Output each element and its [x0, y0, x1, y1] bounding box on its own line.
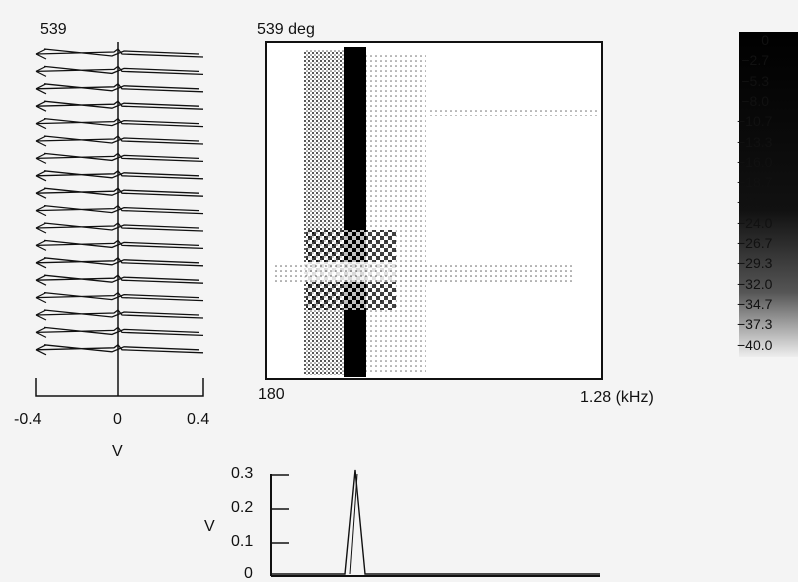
spectrum-peak-edge	[349, 473, 358, 575]
waveform-trace	[35, 239, 204, 250]
color-scale-label: 0	[761, 32, 769, 48]
waveform-trace	[35, 100, 204, 110]
left-x-tick-pos: 0.4	[187, 411, 210, 428]
waveform-trace	[35, 82, 204, 93]
waveform-trace-tip	[35, 326, 47, 338]
color-scale-label: −8.0	[741, 92, 769, 109]
waveform-trace-tip	[35, 83, 47, 95]
waveform-trace-tip	[35, 100, 47, 112]
waveform-trace	[35, 309, 204, 319]
heatmap-band-left	[304, 50, 344, 375]
waveform-trace	[35, 274, 204, 284]
waveform-trace	[35, 204, 204, 215]
waveform-trace-tip	[35, 274, 47, 286]
spectrum-y-tick-label-03: 0.3	[231, 465, 254, 482]
heatmap-interference	[306, 230, 396, 310]
spectrum-y-tick-label-0: 0	[244, 565, 253, 582]
waveform-trace	[35, 152, 204, 163]
waveform-trace	[35, 117, 204, 128]
waveform-trace	[35, 326, 204, 337]
heatmap-band-right	[366, 55, 426, 375]
waveform-trace-tip	[35, 170, 47, 182]
waveform-trace	[35, 256, 204, 267]
center-x-start: 180	[258, 386, 285, 403]
spectrum-y-tick-label-01: 0.1	[231, 533, 254, 550]
waveform-trace	[35, 291, 204, 302]
color-scale-label: −10.7	[737, 113, 773, 130]
color-scale-label: −18.7	[737, 174, 773, 191]
spectrum-y-unit: V	[204, 518, 215, 535]
waveform-trace-tip	[35, 152, 47, 164]
waveform-trace-tip	[35, 292, 47, 304]
waveform-trace	[35, 48, 204, 58]
heatmap-frame	[265, 41, 603, 380]
stack-x-axis	[35, 378, 204, 397]
waveform-trace	[35, 222, 204, 232]
spectrum-y-tick-label-02: 0.2	[231, 499, 254, 516]
heatmap-band-dark	[344, 47, 366, 377]
waveform-trace-tip	[35, 222, 47, 234]
color-scale-label: −24.0	[737, 214, 773, 231]
color-scale-label: −5.3	[741, 72, 769, 89]
color-scale-label: −37.3	[737, 316, 773, 333]
waveform-trace-tip	[35, 65, 47, 77]
color-scale-label: −13.3	[737, 133, 773, 150]
waveform-trace	[35, 65, 204, 76]
waveform-trace-tip	[35, 135, 47, 147]
waveform-trace-tip	[35, 187, 47, 199]
waveform-trace-tip	[35, 239, 47, 251]
left-panel-title: 539	[40, 21, 67, 38]
waveform-trace	[35, 187, 204, 197]
left-x-unit: V	[112, 443, 123, 460]
waveform-trace	[35, 343, 204, 354]
waveform-trace	[35, 169, 204, 180]
spectrum-peak	[271, 469, 600, 575]
color-scale-label: −40.0	[737, 336, 773, 353]
heatmap-upper-line	[430, 108, 598, 116]
color-scale-label: −16.0	[737, 153, 773, 170]
left-x-tick-neg: -0.4	[14, 411, 42, 428]
waveform-trace-tip	[35, 48, 47, 60]
center-panel-title: 539 deg	[257, 21, 315, 38]
waveform-trace-tip	[35, 205, 47, 217]
left-x-tick-zero: 0	[113, 411, 122, 428]
waveform-trace	[35, 135, 204, 145]
color-scale-label: −26.7	[737, 235, 773, 251]
center-x-end: 1.28 (kHz)	[580, 389, 654, 406]
waveform-trace-tip	[35, 118, 47, 130]
waveform-trace-tip	[35, 257, 47, 269]
waveform-trace-tip	[35, 309, 47, 321]
waveform-trace-tip	[35, 344, 47, 356]
heatmap-horizontal-line	[274, 262, 574, 282]
color-scale-label: −34.7	[737, 295, 773, 312]
color-scale-label: −29.3	[737, 255, 773, 272]
color-scale-label: −32.0	[737, 275, 773, 292]
color-scale-label: −21.3	[737, 194, 773, 211]
color-scale-label: −2.7	[741, 52, 769, 69]
